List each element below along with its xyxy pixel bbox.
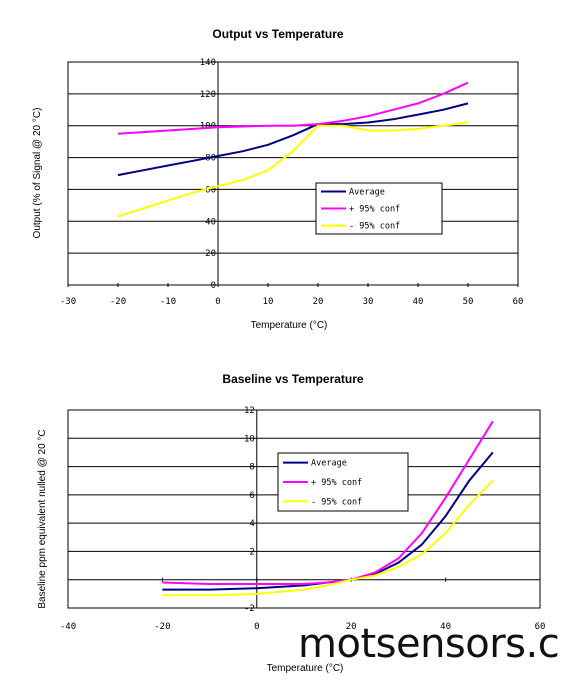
series-line-3 xyxy=(162,480,494,597)
y-tick-label: 120 xyxy=(200,90,216,100)
y-tick-label: 4 xyxy=(249,519,254,529)
y-tick-label: 8 xyxy=(249,463,254,473)
legend-label-3: - 95% conf xyxy=(349,222,400,232)
y-tick-label: 0 xyxy=(211,281,216,291)
x-tick-label: 30 xyxy=(363,297,374,307)
y-tick-label: 2 xyxy=(249,547,254,557)
series-line-1 xyxy=(117,102,469,177)
x-tick-label: -20 xyxy=(154,622,170,632)
plot-area xyxy=(67,61,519,286)
x-axis-label: Temperature (°C) xyxy=(251,320,328,331)
legend-label-1: Average xyxy=(311,459,347,469)
x-tick-label: 20 xyxy=(313,297,324,307)
x-tick-label: 50 xyxy=(463,297,474,307)
y-axis-label: Baseline ppm equivalent nulled @ 20 °C xyxy=(37,429,48,608)
x-tick-label: 10 xyxy=(263,297,274,307)
y-tick-label: -2 xyxy=(244,604,255,614)
chart-1: 0 20 40 60 80 100 120 140 -30 -20 -10 0 10 20 30 40 50 60… xyxy=(32,27,523,331)
chart-2: -2 2 4 6 8 10 12 -40 -20 0 20 40 60 Baseline vs Tempe… xyxy=(37,372,545,674)
x-tick-label: -10 xyxy=(160,297,176,307)
y-tick-label: 100 xyxy=(200,122,216,132)
x-axis-label: Temperature (°C) xyxy=(267,663,344,674)
y-tick-label: 20 xyxy=(205,249,216,259)
x-tick-label: 40 xyxy=(440,622,451,632)
legend-label-1: Average xyxy=(349,188,385,198)
series-line-2 xyxy=(117,81,469,135)
legend: Average + 95% conf - 95% conf xyxy=(315,182,443,235)
y-tick-label: 12 xyxy=(244,406,255,416)
x-tick-label: 60 xyxy=(535,622,546,632)
legend-label-2: + 95% conf xyxy=(349,205,400,215)
series-line-3 xyxy=(117,121,469,218)
legend-label-3: - 95% conf xyxy=(311,497,362,507)
y-tick-label: 10 xyxy=(244,434,255,444)
x-tick-label: -40 xyxy=(60,622,76,632)
x-tick-label: 20 xyxy=(346,622,357,632)
x-tick-label: 0 xyxy=(254,622,259,632)
series-line-2 xyxy=(162,420,494,585)
legend-label-2: + 95% conf xyxy=(311,478,362,488)
x-tick-label: 40 xyxy=(413,297,424,307)
chart-title: Baseline vs Temperature xyxy=(222,372,364,386)
y-axis-label: Output (% of Signal @ 20 °C) xyxy=(32,108,43,239)
y-tick-label: 40 xyxy=(205,217,216,227)
x-tick-label: -20 xyxy=(110,297,126,307)
x-tick-label: 0 xyxy=(215,297,220,307)
x-tick-label: 60 xyxy=(513,297,524,307)
chart-title: Output vs Temperature xyxy=(212,27,343,41)
y-tick-label: 80 xyxy=(205,154,216,164)
y-tick-label: 140 xyxy=(200,58,216,68)
y-tick-label: 60 xyxy=(205,185,216,195)
legend: Average + 95% conf - 95% conf xyxy=(277,452,409,512)
y-tick-label: 6 xyxy=(249,491,254,501)
x-tick-label: -30 xyxy=(60,297,76,307)
watermark-text: motsensors.c xyxy=(298,621,560,667)
